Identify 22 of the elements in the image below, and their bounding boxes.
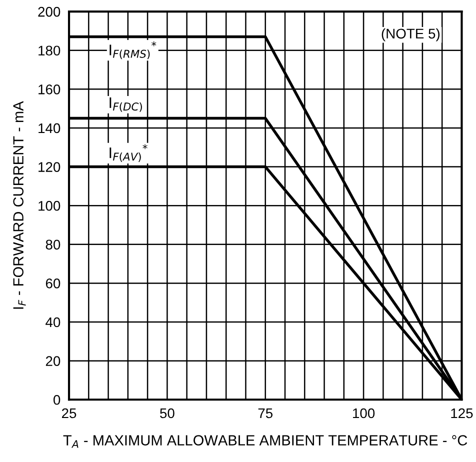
series-label: I$_{F(RMS)}$$^{*}$ (110, 41, 156, 60)
x-tick-label: 125 (451, 408, 473, 418)
y-tick-label: 200 (38, 6, 60, 17)
y-tick-label: 120 (38, 162, 60, 172)
annotation: (NOTE 5) (382, 28, 440, 42)
y-tick-label: 80 (46, 240, 60, 250)
y-tick-label: 60 (46, 278, 60, 288)
y-axis-title: I$_{F}$ - FORWARD CURRENT - mA (13, 101, 26, 309)
x-axis-title: T$_{A}$ - MAXIMUM ALLOWABLE AMBIENT TEMPERATURE - °C (63, 435, 468, 448)
y-tick-label: 0 (54, 394, 60, 405)
x-tick-label: 25 (62, 408, 76, 418)
y-tick-label: 20 (46, 356, 60, 366)
x-tick-label: 50 (160, 408, 174, 418)
y-tick-label: 180 (38, 46, 60, 56)
x-tick-label: 75 (258, 408, 273, 418)
x-tick-label: 100 (353, 408, 375, 418)
y-tick-label: 100 (38, 200, 60, 211)
y-tick-label: 160 (38, 84, 60, 94)
series-label: I$_{F(DC)}$ (110, 97, 142, 112)
y-tick-label: 40 (46, 317, 60, 328)
series-label: I$_{F(AV)}$$^{*}$ (110, 144, 148, 162)
y-tick-label: 140 (38, 123, 60, 134)
